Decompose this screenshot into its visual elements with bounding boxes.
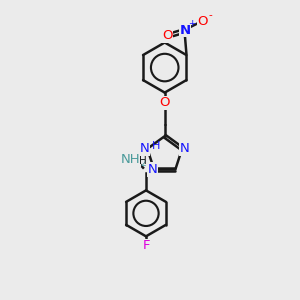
Text: 2: 2 <box>140 159 146 168</box>
Text: N: N <box>180 142 189 155</box>
Text: -: - <box>209 10 213 20</box>
Text: N: N <box>140 142 149 155</box>
Text: N: N <box>148 163 158 176</box>
Text: O: O <box>197 15 208 28</box>
Text: O: O <box>162 29 172 42</box>
Text: NH: NH <box>121 153 140 166</box>
Text: H: H <box>139 156 147 166</box>
Text: F: F <box>142 239 150 252</box>
Text: +: + <box>188 19 195 28</box>
Text: H: H <box>152 141 160 152</box>
Text: O: O <box>160 96 170 110</box>
Text: N: N <box>179 23 191 37</box>
